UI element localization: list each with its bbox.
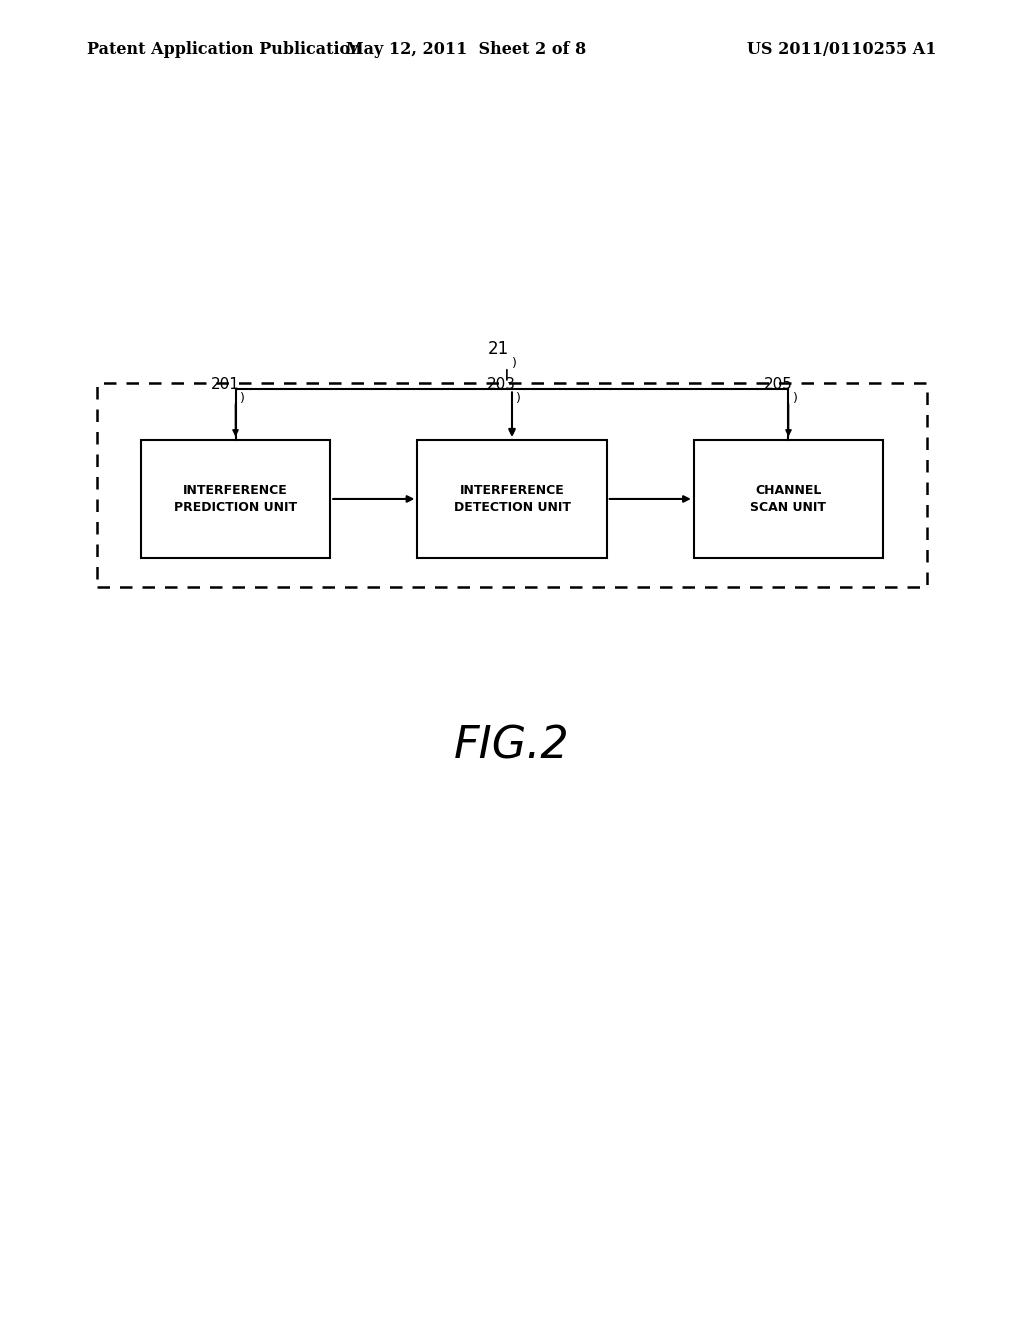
Text: Patent Application Publication: Patent Application Publication bbox=[87, 41, 361, 58]
Bar bbox=[418, 440, 606, 558]
Text: INTERFERENCE
DETECTION UNIT: INTERFERENCE DETECTION UNIT bbox=[454, 484, 570, 513]
Text: ): ) bbox=[240, 392, 245, 405]
Text: INTERFERENCE
PREDICTION UNIT: INTERFERENCE PREDICTION UNIT bbox=[174, 484, 297, 513]
Bar bbox=[694, 440, 883, 558]
Text: 205: 205 bbox=[764, 378, 793, 392]
Text: 201: 201 bbox=[211, 378, 240, 392]
Text: ): ) bbox=[512, 356, 517, 370]
Text: US 2011/0110255 A1: US 2011/0110255 A1 bbox=[748, 41, 937, 58]
Text: FIG.2: FIG.2 bbox=[454, 725, 570, 767]
Text: CHANNEL
SCAN UNIT: CHANNEL SCAN UNIT bbox=[751, 484, 826, 513]
Text: ): ) bbox=[516, 392, 521, 405]
Text: May 12, 2011  Sheet 2 of 8: May 12, 2011 Sheet 2 of 8 bbox=[346, 41, 586, 58]
Text: 203: 203 bbox=[487, 378, 516, 392]
Bar bbox=[97, 383, 927, 587]
Text: 21: 21 bbox=[488, 339, 509, 358]
Bar bbox=[141, 440, 330, 558]
Text: ): ) bbox=[793, 392, 798, 405]
